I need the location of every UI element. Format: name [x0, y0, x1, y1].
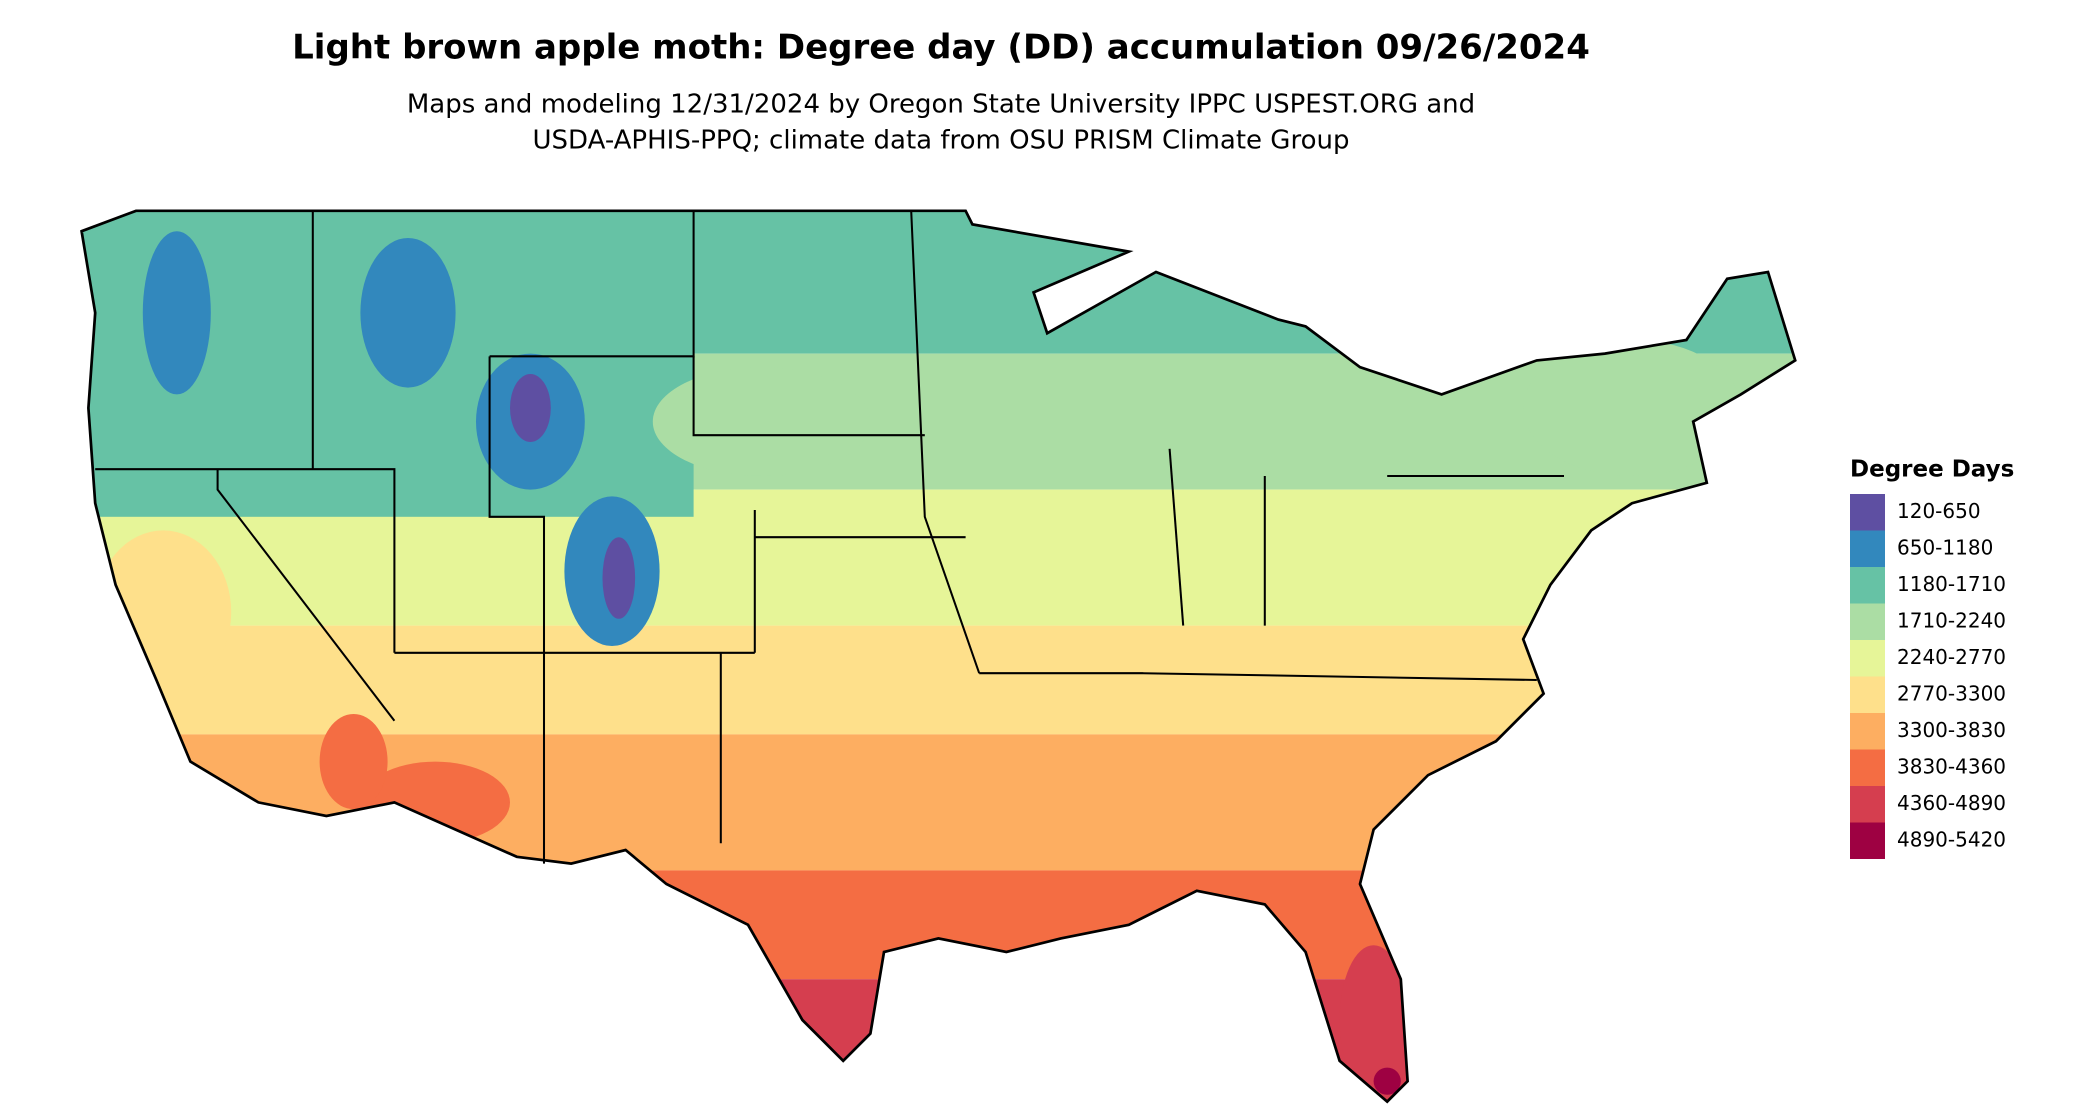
legend-label: 3830-4360 — [1897, 754, 2006, 778]
legend-label: 2770-3300 — [1897, 681, 2006, 705]
legend-title: Degree Days — [1850, 457, 2014, 483]
legend: 120-650 650-1180 1180-1710 1710-2240 2240-27… — [1850, 494, 2006, 859]
legend-swatch — [1850, 603, 1885, 640]
legend-swatch — [1850, 786, 1885, 823]
legend-label: 1710-2240 — [1897, 608, 2006, 632]
us-map — [80, 209, 1797, 1104]
legend-label: 3300-3830 — [1897, 718, 2006, 742]
legend-swatch — [1850, 640, 1885, 677]
subtitle: USDA-APHIS-PPQ; climate data from OSU PR… — [533, 126, 1350, 156]
legend-swatch — [1850, 676, 1885, 713]
legend-label: 4890-5420 — [1897, 827, 2006, 851]
legend-swatch — [1850, 567, 1885, 604]
legend-swatch — [1850, 713, 1885, 750]
legend-swatch — [1850, 530, 1885, 567]
subtitle: Maps and modeling 12/31/2024 by Oregon S… — [407, 90, 1475, 120]
legend-swatch — [1850, 494, 1885, 531]
legend-label: 4360-4890 — [1897, 791, 2006, 815]
legend-label: 650-1180 — [1897, 535, 1993, 559]
legend-label: 120-650 — [1897, 499, 1981, 523]
title: Light brown apple moth: Degree day (DD) … — [292, 28, 1590, 68]
legend-swatch — [1850, 749, 1885, 786]
legend-label: 1180-1710 — [1897, 572, 2006, 596]
legend-swatch — [1850, 822, 1885, 859]
legend-label: 2240-2770 — [1897, 645, 2006, 669]
